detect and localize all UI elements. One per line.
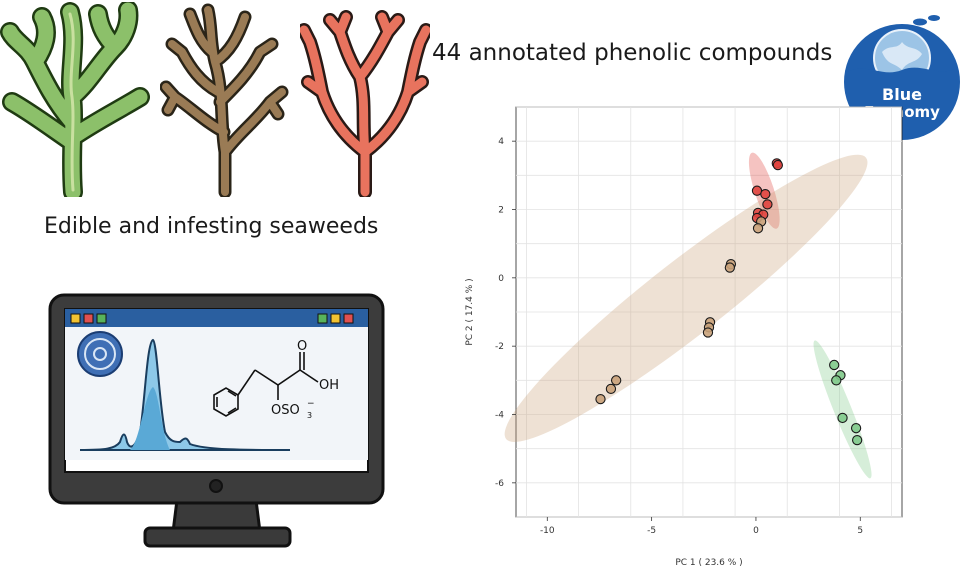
score-points: [595, 158, 863, 446]
y-tick-label: 2: [498, 206, 504, 216]
y-tick-label: 4: [498, 137, 504, 147]
series-1-point: [611, 375, 622, 386]
badge-line1: Blue: [882, 85, 922, 104]
pca-score-plot: -10 -5 0 5 4 2 0 -2 -4 -6 PC 1 ( 23.6 % ) PC 2 ( …: [465, 106, 903, 568]
series-2-point: [851, 434, 863, 446]
series-2-point: [850, 423, 862, 434]
series-2-point: [831, 375, 842, 386]
series-0-point: [760, 188, 771, 200]
x-tick-label: 0: [753, 526, 759, 536]
x-axis-title: PC 1 ( 23.6 % ): [675, 558, 742, 568]
y-tick-label: 0: [498, 274, 504, 284]
monitor-illustration: [48, 293, 385, 548]
chem-sup-label: −: [307, 399, 315, 409]
series-0-point: [772, 159, 784, 171]
series-1-point: [752, 223, 764, 234]
series-0-point: [762, 199, 773, 210]
seaweed-caption: Edible and infesting seaweeds: [44, 214, 379, 239]
chem-sub-label: 3: [307, 411, 312, 420]
x-tick-label: -5: [647, 526, 656, 536]
series-2-point: [837, 412, 848, 424]
axis-ticks: -10 -5 0 5 4 2 0 -2 -4 -6: [495, 137, 863, 536]
series-1-point: [605, 383, 617, 395]
y-tick-label: -2: [495, 342, 504, 352]
series-1-point: [724, 262, 736, 273]
green-seaweed-illustration: [0, 2, 150, 197]
x-tick-label: 5: [857, 526, 863, 536]
x-tick-label: -10: [540, 526, 555, 536]
chemical-structure: O OH OSO 3 −: [213, 340, 339, 420]
series-1-point: [702, 327, 714, 338]
headline-title: 44 annotated phenolic compounds: [432, 40, 833, 66]
chem-oh-label: OH: [319, 378, 339, 393]
series-1-ellipse: [504, 154, 868, 442]
brown-seaweed-illustration: [160, 3, 289, 197]
y-tick-label: -6: [495, 479, 504, 489]
chem-oso3-label: OSO: [271, 403, 300, 418]
software-logo-icon: [77, 331, 123, 377]
series-2-point: [829, 359, 840, 371]
chem-o-label: O: [297, 340, 307, 354]
series-1-point: [595, 393, 606, 405]
red-seaweed-illustration: [300, 10, 430, 197]
y-axis-title: PC 2 ( 17.4 % ): [465, 278, 475, 345]
y-tick-label: -4: [495, 411, 504, 421]
